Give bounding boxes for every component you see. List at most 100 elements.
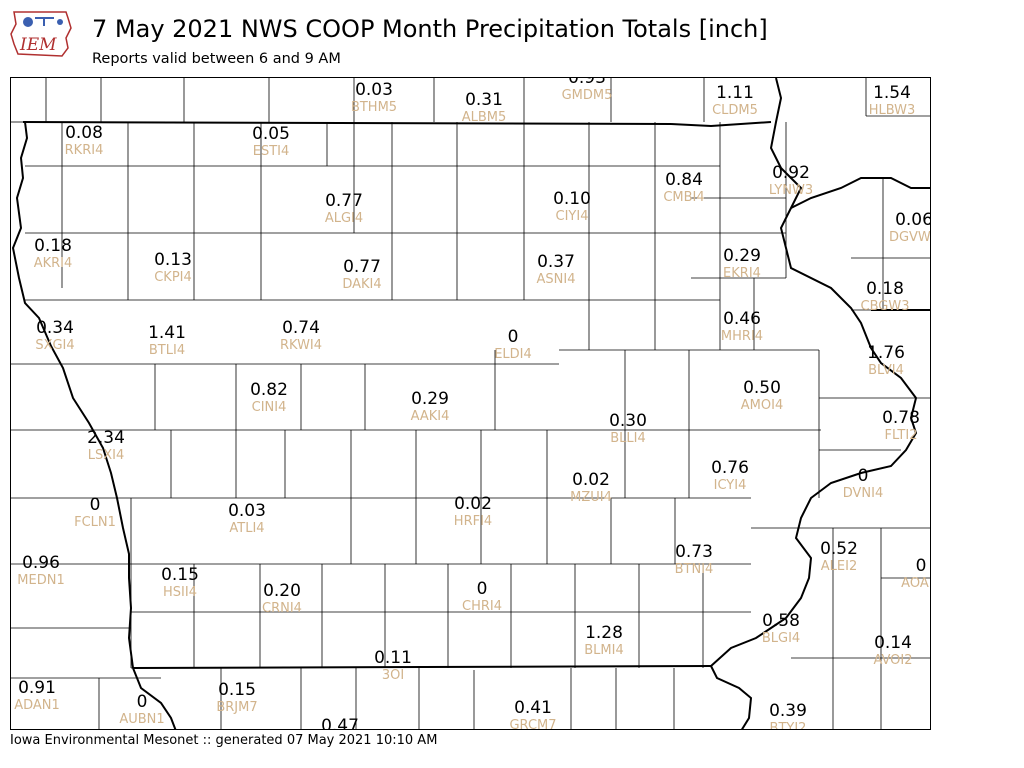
station-value: 0.78 bbox=[882, 408, 920, 428]
station-value: 1.28 bbox=[585, 623, 623, 643]
station-value: 0.37 bbox=[537, 252, 575, 272]
station-value: 0 bbox=[916, 556, 927, 576]
station-id: RKRI4 bbox=[65, 143, 104, 158]
station-id: AVOI2 bbox=[873, 653, 912, 668]
station-id: GMDM5 bbox=[562, 88, 613, 103]
station-value: 0.11 bbox=[374, 648, 412, 668]
station-id: BLLI4 bbox=[610, 431, 646, 446]
station-value: 1.41 bbox=[148, 323, 186, 343]
station-value: 0.06 bbox=[895, 210, 931, 230]
station-value: 0.31 bbox=[465, 90, 503, 110]
station-value: 0 bbox=[90, 495, 101, 515]
station-id: DGVW3 bbox=[889, 230, 931, 245]
station-id: BLGI4 bbox=[762, 631, 800, 646]
station-id: ADAN1 bbox=[14, 698, 60, 713]
station-value: 0.41 bbox=[514, 698, 552, 718]
station-value: 0.08 bbox=[65, 123, 103, 143]
station-id: AOAI2 bbox=[901, 576, 931, 591]
station-value: 1.76 bbox=[867, 343, 905, 363]
station-id: HLBW3 bbox=[869, 103, 916, 118]
station-value: 0.96 bbox=[22, 553, 60, 573]
station-value: 0.77 bbox=[325, 191, 363, 211]
station-value: 0.03 bbox=[355, 80, 393, 100]
station-id: DAKI4 bbox=[342, 277, 381, 292]
station-value: 0.02 bbox=[572, 470, 610, 490]
station-value: 0.05 bbox=[252, 124, 290, 144]
station-value: 0.15 bbox=[218, 680, 256, 700]
station-id: AKRI4 bbox=[34, 256, 73, 271]
station-id: CMBI4 bbox=[663, 190, 704, 205]
station-marker: 0AOAI2 bbox=[901, 556, 931, 591]
station-value: 0.34 bbox=[36, 318, 74, 338]
station-value: 0.29 bbox=[411, 389, 449, 409]
station-value: 0.91 bbox=[18, 678, 56, 698]
station-id: LYNW3 bbox=[769, 183, 813, 198]
station-value: 0.76 bbox=[711, 458, 749, 478]
station-value: 0.50 bbox=[743, 378, 781, 398]
station-marker: 0.47 bbox=[321, 716, 359, 729]
logo-text: IEM bbox=[19, 35, 57, 55]
station-id: EKRI4 bbox=[723, 266, 761, 281]
station-value: 0.74 bbox=[282, 318, 320, 338]
station-id: AMOI4 bbox=[741, 398, 783, 413]
map-title: 7 May 2021 NWS COOP Month Precipitation … bbox=[92, 15, 768, 43]
station-value: 0 bbox=[477, 579, 488, 599]
station-id: MZUI4 bbox=[570, 490, 612, 505]
station-value: 0.30 bbox=[609, 411, 647, 431]
station-id: CINI4 bbox=[252, 400, 287, 415]
station-value: 0.29 bbox=[723, 246, 761, 266]
station-value: 0.13 bbox=[154, 250, 192, 270]
station-id: CLDM5 bbox=[712, 103, 758, 118]
station-value: 0.46 bbox=[723, 309, 761, 329]
station-id: FCLN1 bbox=[74, 515, 116, 530]
station-id: BTHM5 bbox=[351, 100, 397, 115]
station-id: AUBN1 bbox=[119, 712, 164, 727]
station-id: GRCM7 bbox=[509, 718, 556, 730]
station-id: BTYI2 bbox=[770, 721, 807, 730]
station-value: 0.18 bbox=[34, 236, 72, 256]
station-id: AAKI4 bbox=[411, 409, 450, 424]
station-value: 1.54 bbox=[873, 83, 911, 103]
station-value: 0.77 bbox=[343, 257, 381, 277]
precipitation-map: 0.03 BTHM5 0.31 ALBM5 0.93 GMDM5 1.11 CLDM5 1.54… bbox=[10, 77, 931, 730]
station-value: 2.34 bbox=[87, 428, 125, 448]
station-value: 0.84 bbox=[665, 170, 703, 190]
station-id: DVNI4 bbox=[843, 486, 884, 501]
station-id: MHRI4 bbox=[721, 329, 763, 344]
state-boundaries bbox=[11, 78, 930, 729]
station-value: 0.39 bbox=[769, 701, 807, 721]
station-id: BTNI4 bbox=[675, 562, 714, 577]
